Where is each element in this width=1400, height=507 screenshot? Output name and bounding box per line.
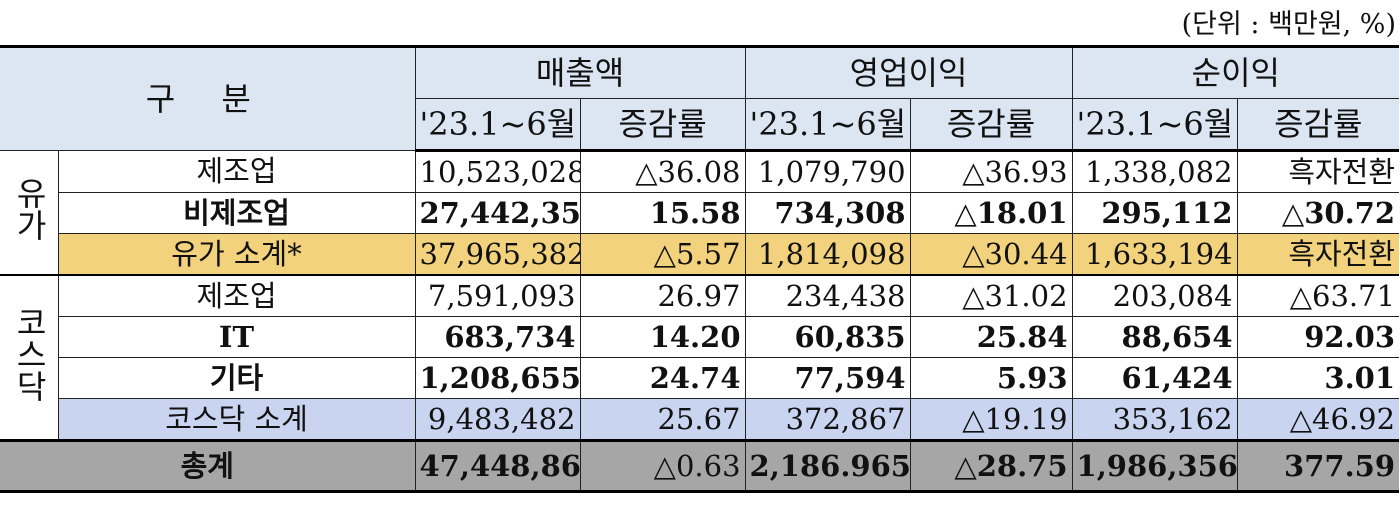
header-sub-period: '23.1~6월 — [1071, 98, 1238, 152]
subtotal-row-yuga: 유가 소계* 37,965,382 △5.57 1,814,098 △30.44… — [0, 233, 1400, 275]
cell: 92.03 — [1236, 316, 1400, 358]
cell: 353,162 — [1071, 398, 1238, 441]
cell: △36.93 — [909, 150, 1073, 193]
cell: 3.01 — [1236, 357, 1400, 399]
unit-note: (단위 : 백만원, %) — [1181, 9, 1396, 40]
header-sub-change: 증감률 — [579, 98, 746, 152]
group-label-text: 유가 — [10, 177, 49, 242]
subtotal-row-kosdaq: 코스닥 소계 9,483,482 25.67 372,867 △19.19 35… — [0, 398, 1400, 441]
cell: 203,084 — [1071, 274, 1238, 317]
row-label: 유가 소계* — [57, 233, 416, 275]
cell: △19.19 — [909, 398, 1073, 441]
row-label: 비제조업 — [57, 192, 416, 234]
cell: 683,734 — [414, 316, 581, 358]
cell: 88,654 — [1071, 316, 1238, 358]
cell: △31.02 — [909, 274, 1073, 317]
cell: 14.20 — [579, 316, 746, 358]
cell: 흑자전환 — [1236, 233, 1400, 275]
cell: 1,633,194 — [1071, 233, 1238, 275]
header-sales: 매출액 — [414, 45, 746, 99]
group-label-text: 코스닥 — [10, 306, 49, 403]
cell: 37,965,382 — [414, 233, 581, 275]
cell: 2,186.965 — [744, 439, 911, 493]
cell: 10,523,028 — [414, 150, 581, 193]
cell: 1,986,356 — [1071, 439, 1238, 493]
group-label-kosdaq: 코스닥 — [0, 274, 59, 441]
header-row-1: 구 분 매출액 영업이익 순이익 — [0, 45, 1400, 151]
header-gubun: 구 분 — [0, 45, 416, 151]
header-sub-period: '23.1~6월 — [414, 98, 581, 152]
cell: 26.97 — [579, 274, 746, 317]
cell: 61,424 — [1071, 357, 1238, 399]
header-sub-change: 증감률 — [1236, 98, 1400, 152]
cell: △63.71 — [1236, 274, 1400, 317]
cell: △36.08 — [579, 150, 746, 193]
row-label: 기타 — [57, 357, 416, 399]
cell: △46.92 — [1236, 398, 1400, 441]
cell: 5.93 — [909, 357, 1073, 399]
cell: 7,591,093 — [414, 274, 581, 317]
cell: 1,338,082 — [1071, 150, 1238, 193]
table-row: 유가 제조업 10,523,028 △36.08 1,079,790 △36.9… — [0, 150, 1400, 275]
header-row-2: '23.1~6월 증감률 '23.1~6월 증감률 '23.1~6월 증감률 — [0, 98, 1400, 152]
cell: 25.67 — [579, 398, 746, 441]
row-label: 코스닥 소계 — [57, 398, 416, 441]
header-sub-period: '23.1~6월 — [744, 98, 911, 152]
row-label: IT — [57, 316, 416, 358]
cell: 흑자전환 — [1236, 150, 1400, 193]
row-label: 제조업 — [57, 150, 416, 193]
header-sub-change: 증감률 — [909, 98, 1073, 152]
cell: △30.44 — [909, 233, 1073, 275]
cell: △30.72 — [1236, 192, 1400, 234]
cell: 60,835 — [744, 316, 911, 358]
earnings-table: 구 분 매출액 영업이익 순이익 '23.1~6월 증감률 '23.1~6월 증… — [0, 45, 1400, 493]
cell: 25.84 — [909, 316, 1073, 358]
cell: 295,112 — [1071, 192, 1238, 234]
cell: 9,483,482 — [414, 398, 581, 441]
cell: 47,448,864 — [414, 439, 581, 493]
cell: 1,079,790 — [744, 150, 911, 193]
cell: △18.01 — [909, 192, 1073, 234]
cell: 372,867 — [744, 398, 911, 441]
cell: 1,814,098 — [744, 233, 911, 275]
row-label: 제조업 — [57, 274, 416, 317]
cell: 1,208,655 — [414, 357, 581, 399]
cell: 377.59 — [1236, 439, 1400, 493]
cell: △5.57 — [579, 233, 746, 275]
total-row: 총계 47,448,864 △0.63 2,186.965 △28.75 1,9… — [0, 439, 1400, 493]
group-label-yuga: 유가 — [0, 150, 59, 275]
table-row: 기타 1,208,655 24.74 77,594 5.93 61,424 3.… — [0, 357, 1400, 399]
header-operating-profit: 영업이익 — [744, 45, 1073, 99]
cell: 24.74 — [579, 357, 746, 399]
table-row: 코스닥 제조업 7,591,093 26.97 234,438 △31.02 2… — [0, 274, 1400, 441]
cell: △0.63 — [579, 439, 746, 493]
table-row: IT 683,734 14.20 60,835 25.84 88,654 92.… — [0, 316, 1400, 358]
cell: 734,308 — [744, 192, 911, 234]
cell: 27,442,354 — [414, 192, 581, 234]
cell: 15.58 — [579, 192, 746, 234]
cell: △28.75 — [909, 439, 1073, 493]
cell: 234,438 — [744, 274, 911, 317]
header-net-income: 순이익 — [1071, 45, 1400, 99]
table-row: 비제조업 27,442,354 15.58 734,308 △18.01 295… — [0, 192, 1400, 234]
row-label: 총계 — [0, 439, 416, 493]
cell: 77,594 — [744, 357, 911, 399]
